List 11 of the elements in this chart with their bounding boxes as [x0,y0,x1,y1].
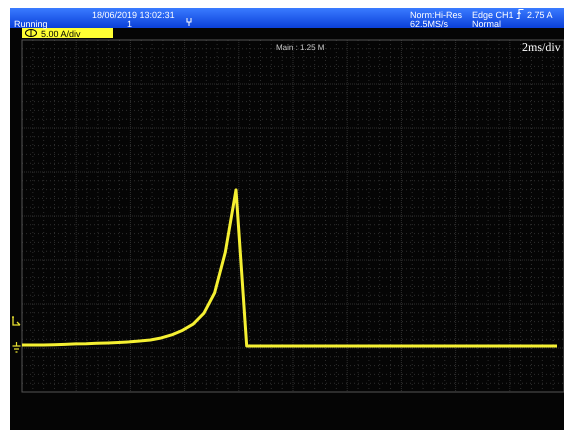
text: 5.00 A/div [41,29,81,39]
text: Normal [472,19,502,29]
text: Edge CH1 [472,10,514,20]
text: Running [14,19,48,29]
text: Main : 1.25 M [276,43,324,53]
text: Norm:Hi-Res [410,10,462,20]
text: 1 [127,19,132,29]
text: 2ms/div [522,40,561,54]
text: 2.75 A [527,10,553,20]
text: 62.5MS/s [410,19,448,29]
text: 18/06/2019 13:02:31 [92,10,175,20]
